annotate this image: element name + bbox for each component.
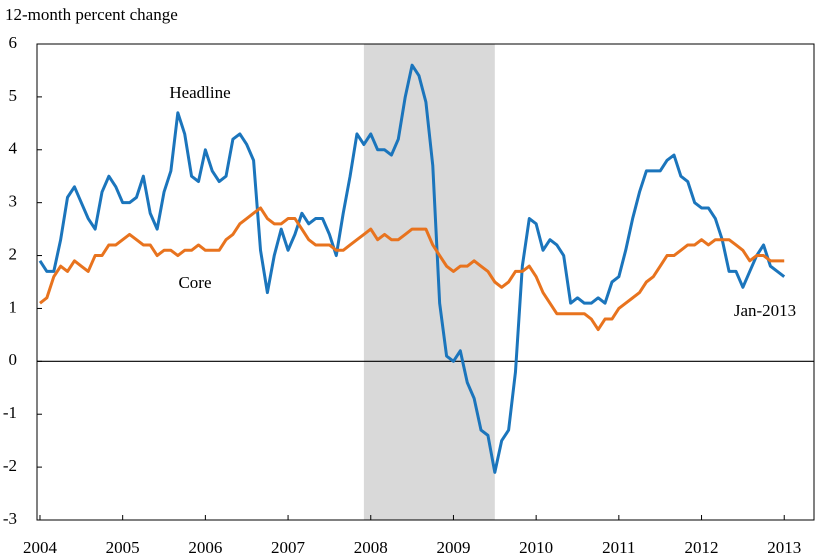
x-tick-label: 2007	[271, 538, 306, 557]
annotation: Core	[178, 273, 211, 292]
y-tick-label: 6	[9, 33, 18, 52]
y-tick-label: -2	[3, 456, 17, 475]
x-tick-label: 2011	[602, 538, 635, 557]
y-axis-label: 12-month percent change	[5, 5, 178, 24]
annotation: Jan-2013	[734, 301, 796, 320]
x-tick-label: 2010	[519, 538, 553, 557]
x-tick-label: 2009	[436, 538, 470, 557]
y-tick-label: 0	[9, 350, 18, 369]
shaded-region	[363, 44, 495, 520]
y-tick-label: 1	[9, 297, 18, 316]
series-line	[39, 206, 785, 332]
x-tick-label: 2012	[685, 538, 719, 557]
x-tick-label: 2008	[354, 538, 388, 557]
y-tick-label: 4	[9, 139, 18, 158]
plot-frame	[36, 43, 815, 521]
x-tick-label: 2006	[188, 538, 222, 557]
x-tick-label: 2013	[767, 538, 801, 557]
y-tick-label: 3	[9, 192, 18, 211]
y-tick-label: 5	[9, 86, 18, 105]
series-line	[38, 63, 786, 474]
y-tick-label: 2	[9, 244, 18, 263]
y-tick-label: -3	[3, 509, 17, 528]
x-tick-label: 2004	[23, 538, 58, 557]
y-tick-label: -1	[3, 403, 17, 422]
x-tick-label: 2005	[106, 538, 140, 557]
annotation: Headline	[169, 83, 230, 102]
